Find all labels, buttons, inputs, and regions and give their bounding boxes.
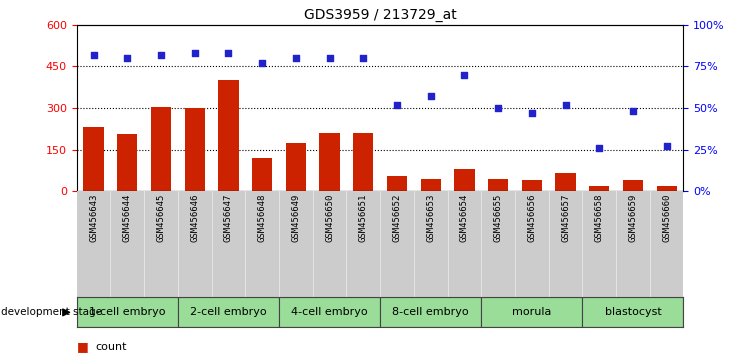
Bar [83,127,104,191]
Point [594,145,605,151]
Text: GSM456659: GSM456659 [629,193,637,242]
Bar [185,108,205,191]
Text: morula: morula [512,307,551,318]
Text: GSM456652: GSM456652 [393,193,401,242]
Point [324,55,336,61]
Bar [353,133,374,191]
Text: 4-cell embryo: 4-cell embryo [291,307,368,318]
Bar [589,185,610,191]
Text: GSM456654: GSM456654 [460,193,469,242]
Bar [151,107,171,191]
Bar [380,297,481,327]
Text: 1-cell embryo: 1-cell embryo [89,307,165,318]
Text: GSM456655: GSM456655 [493,193,503,242]
Text: GSM456653: GSM456653 [426,193,435,242]
Text: 2-cell embryo: 2-cell embryo [190,307,267,318]
Bar [252,158,272,191]
Point [189,50,200,56]
Text: GSM456644: GSM456644 [123,193,132,242]
Point [290,55,302,61]
Text: blastocyst: blastocyst [605,307,662,318]
Bar [279,297,380,327]
Bar [77,297,178,327]
Bar [117,134,137,191]
Bar [420,179,441,191]
Text: GSM456657: GSM456657 [561,193,570,242]
Text: 8-cell embryo: 8-cell embryo [393,307,469,318]
Text: GSM456658: GSM456658 [595,193,604,242]
Bar [488,179,508,191]
Title: GDS3959 / 213729_at: GDS3959 / 213729_at [304,8,456,22]
Text: GSM456645: GSM456645 [156,193,165,242]
Text: GSM456646: GSM456646 [190,193,200,242]
Point [257,60,268,66]
Text: GSM456650: GSM456650 [325,193,334,242]
Bar [219,80,238,191]
Bar [319,133,340,191]
Point [661,143,673,149]
Point [222,50,234,56]
Bar [583,297,683,327]
Point [492,105,504,111]
Text: development stage: development stage [1,307,102,318]
Text: count: count [95,342,126,352]
Text: GSM456648: GSM456648 [257,193,267,242]
Point [627,108,639,114]
Text: ■: ■ [77,341,88,353]
Point [88,52,99,58]
Bar [454,169,474,191]
Text: GSM456643: GSM456643 [89,193,98,242]
Point [391,102,403,108]
Text: GSM456647: GSM456647 [224,193,233,242]
Point [560,102,572,108]
Point [121,55,133,61]
Bar [522,180,542,191]
Text: GSM456649: GSM456649 [292,193,300,242]
Point [357,55,369,61]
Bar [286,143,306,191]
Point [458,72,470,78]
Bar [178,297,279,327]
Bar [656,185,677,191]
Text: GSM456651: GSM456651 [359,193,368,242]
Point [425,93,436,99]
Bar [481,297,583,327]
Text: GSM456656: GSM456656 [527,193,537,242]
Bar [556,173,575,191]
Bar [387,176,407,191]
Bar [623,180,643,191]
Point [155,52,167,58]
Text: GSM456660: GSM456660 [662,193,671,242]
Point [526,110,538,116]
